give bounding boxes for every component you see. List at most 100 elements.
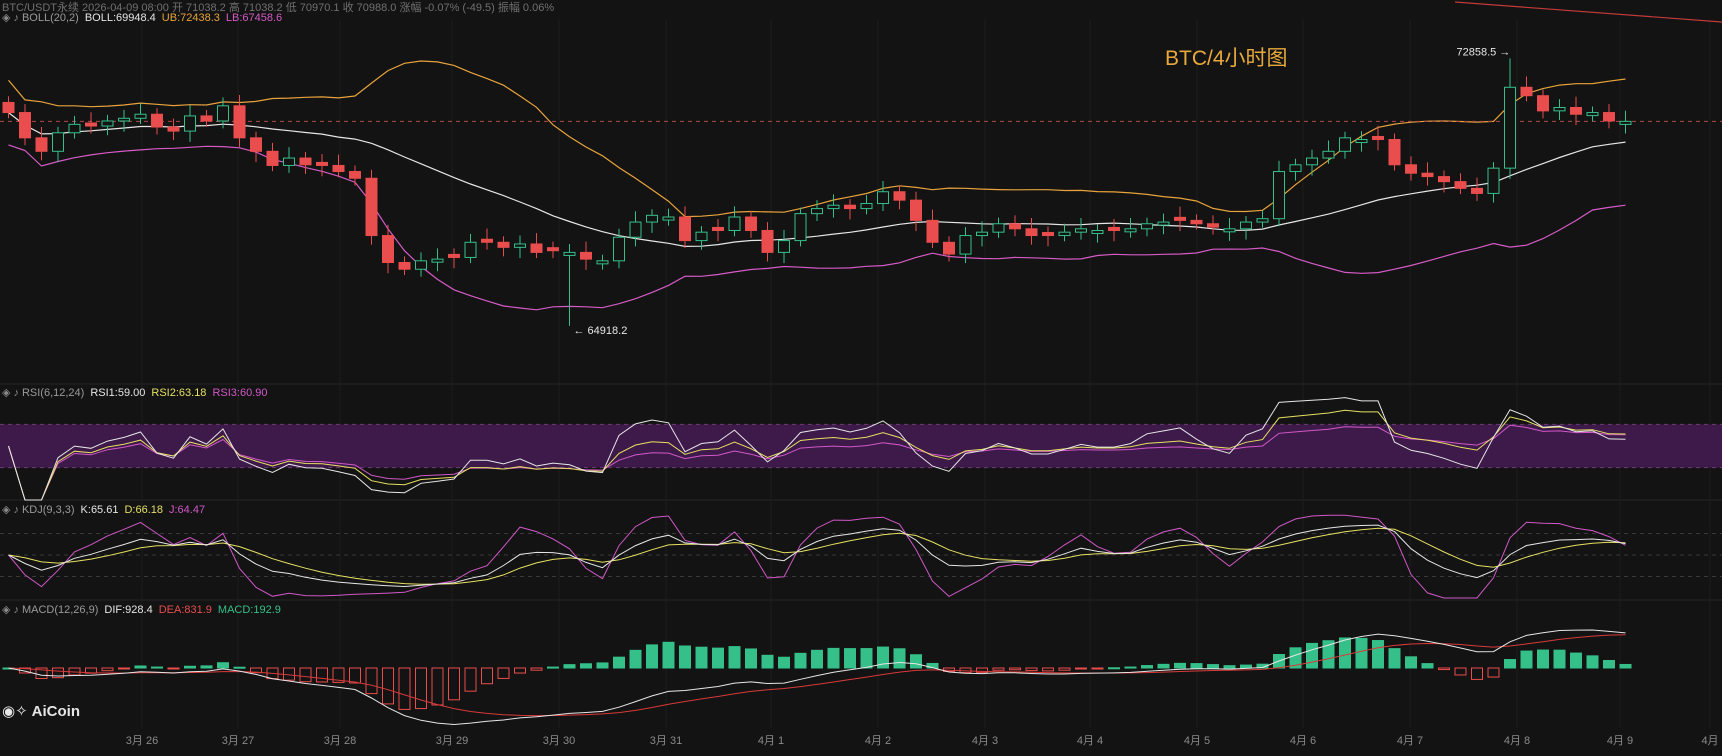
boll-legend: ◈ ♪ BOLL(20,2) BOLL:69948.4 UB:72438.3 LB:674… (2, 11, 288, 25)
candle-body (811, 208, 823, 215)
candle-body (910, 199, 922, 221)
candle-body (893, 191, 906, 201)
alert-bell-icon[interactable]: ♪ (13, 604, 19, 616)
candle-body (2, 101, 15, 114)
candle-body (497, 241, 510, 248)
macd-histogram-bar (1619, 663, 1632, 669)
macd-histogram-bar (1504, 659, 1516, 669)
macd-histogram-bar (1438, 667, 1450, 671)
macd-histogram-bar (877, 646, 889, 669)
boll-indicator-name[interactable]: BOLL(20,2) (21, 12, 79, 24)
macd-histogram-bar (662, 641, 675, 669)
macd-histogram-bar (992, 667, 1005, 671)
candle-body (349, 171, 361, 179)
alert-bell-icon[interactable]: ♪ (13, 12, 19, 24)
low-price-label: ← 64918.2 (574, 325, 628, 337)
x-axis-label: 3月 29 (436, 735, 468, 747)
candle-body (35, 137, 48, 152)
candlestick-group (2, 58, 1632, 326)
macd-histogram-bar (976, 667, 988, 673)
candle-body (68, 123, 81, 134)
x-axis-label: 3月 26 (126, 735, 158, 747)
macd-histogram-bar (745, 648, 757, 669)
macd-histogram-bar (448, 667, 460, 701)
symbol-info: BTC/USDT永续 2026-04-09 08:00 开 71038.2 高 … (2, 2, 555, 14)
candle-body (1603, 112, 1615, 122)
candle-body (233, 105, 246, 139)
aicoin-logo-text: AiCoin (31, 703, 80, 720)
macd-legend: ◈ ♪ MACD(12,26,9) DIF:928.4 DEA:831.9 MACD:19… (2, 603, 287, 617)
macd-histogram-bar (613, 656, 625, 669)
x-axis-label: 4月 6 (1290, 735, 1316, 747)
x-axis-label: 4月 7 (1397, 735, 1423, 747)
candle-body (299, 157, 312, 166)
collapse-icon[interactable]: ◈ (2, 604, 11, 616)
macd-histogram-bar (514, 667, 526, 674)
macd-histogram-bar (1025, 667, 1038, 672)
candle-body (1372, 135, 1384, 141)
boll-middle-line (8, 112, 1626, 248)
macd-histogram-bar (118, 667, 130, 670)
kdj-j-line (8, 514, 1626, 599)
candle-body (1355, 139, 1368, 144)
macd-histogram-bar (596, 662, 609, 669)
macd-histogram-bar (1471, 667, 1483, 680)
macd-dea-value: DEA:831.9 (158, 604, 212, 616)
macd-histogram-bar (497, 667, 510, 679)
macd-histogram-bar (250, 667, 262, 674)
candle-body (1042, 232, 1054, 237)
collapse-icon[interactable]: ◈ (2, 12, 11, 24)
macd-histogram-bar (1306, 642, 1318, 669)
candle-body (283, 157, 295, 166)
macd-histogram-bar (134, 665, 147, 669)
rsi2-value: RSI2:63.18 (151, 387, 207, 399)
candle-body (1174, 216, 1186, 221)
macd-histogram-bar (629, 649, 642, 669)
candle-body (613, 236, 625, 262)
collapse-icon[interactable]: ◈ (2, 387, 11, 399)
boll-mid-value: BOLL:69948.4 (84, 12, 156, 24)
candle-body (151, 113, 163, 128)
high-price-label: 72858.5 → (1457, 46, 1511, 58)
macd-histogram-bar (1223, 665, 1236, 669)
macd-histogram-bar (101, 667, 114, 672)
x-axis-label: 3月 31 (650, 735, 682, 747)
candle-body (1388, 139, 1401, 166)
kdj-j-value: J:64.47 (169, 504, 206, 516)
macd-histogram-bar (1421, 663, 1434, 669)
alert-bell-icon[interactable]: ♪ (13, 504, 19, 516)
macd-histogram-bar (1075, 667, 1087, 670)
trend-line (1454, 1, 1722, 23)
macd-histogram-bar (1141, 665, 1153, 669)
candle-body (992, 223, 1005, 233)
candle-body (1025, 228, 1038, 237)
candle-body (448, 253, 460, 258)
macd-histogram-bar (52, 667, 64, 679)
candle-body (827, 204, 840, 210)
candle-body (728, 216, 741, 231)
collapse-icon[interactable]: ◈ (2, 504, 11, 516)
kdj-indicator-name[interactable]: KDJ(9,3,3) (21, 504, 75, 516)
candle-body (200, 115, 213, 122)
macd-histogram-bar (695, 646, 708, 669)
rsi2-line (8, 409, 1626, 501)
x-axis-label: 4月 5 (1184, 735, 1210, 747)
candle-body (646, 214, 658, 223)
macd-histogram-bar (151, 666, 163, 669)
candle-body (85, 122, 97, 127)
candle-body (481, 238, 493, 243)
macd-histogram-bar (1157, 663, 1170, 669)
candle-body (217, 105, 229, 122)
candle-body (464, 241, 477, 258)
candle-body (415, 260, 427, 270)
candle-body (1273, 171, 1285, 220)
x-axis-label: 3月 28 (324, 735, 356, 747)
macd-histogram-bar (1240, 664, 1252, 669)
rsi-indicator-name[interactable]: RSI(6,12,24) (21, 387, 85, 399)
macd-indicator-name[interactable]: MACD(12,26,9) (21, 604, 99, 616)
candle-body (1223, 228, 1236, 233)
alert-bell-icon[interactable]: ♪ (13, 387, 19, 399)
